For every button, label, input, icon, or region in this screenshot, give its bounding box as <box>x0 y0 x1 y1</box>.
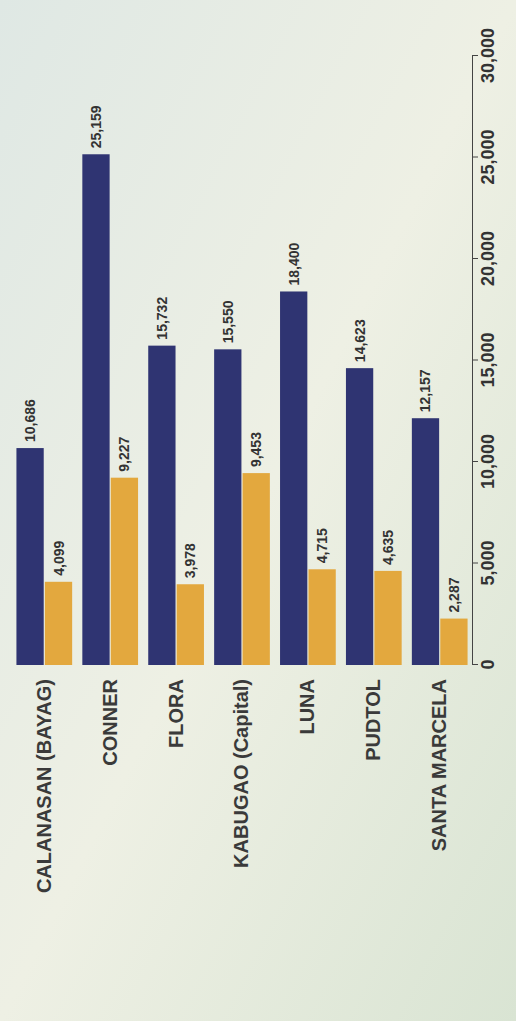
category-label: LUNA <box>296 679 318 735</box>
data-label: 4,715 <box>314 528 330 563</box>
tick: CONNER <box>99 678 121 765</box>
tick: 25,000 <box>472 129 498 184</box>
bar <box>243 473 270 665</box>
category-label: CONNER <box>99 678 121 765</box>
chart: 10,686 25,159 15,732 15,550 18,400 14,623 12,1… <box>0 0 516 1021</box>
rotated-frame: 10,686 25,159 15,732 15,550 18,400 14,623 12,1… <box>16 28 497 893</box>
bar <box>280 291 307 665</box>
tick-label: 20,000 <box>478 231 498 286</box>
bar <box>148 346 175 665</box>
bars <box>16 154 467 665</box>
tick: 20,000 <box>472 231 498 286</box>
tick-label: 15,000 <box>478 332 498 387</box>
tick-label: 30,000 <box>478 28 498 83</box>
tick: SANTA MARCELA <box>428 679 450 851</box>
data-label: 10,686 <box>22 399 38 442</box>
category-label: FLORA <box>164 679 186 748</box>
bar <box>440 619 467 665</box>
tick-label: 25,000 <box>478 129 498 184</box>
bar <box>374 571 401 665</box>
data-labels: 10,686 25,159 15,732 15,550 18,400 14,623 12,1… <box>22 105 462 612</box>
data-label: 4,635 <box>380 530 396 565</box>
data-label: 14,623 <box>352 319 368 362</box>
tick-label: 10,000 <box>478 434 498 489</box>
bar <box>45 582 72 665</box>
data-label: 9,227 <box>116 436 132 471</box>
category-label: CALANASAN (BAYAG) <box>33 679 55 893</box>
tick: 5,000 <box>472 540 498 585</box>
category-label: PUDTOL <box>362 679 384 761</box>
data-label: 18,400 <box>286 242 302 285</box>
data-label: 4,099 <box>51 541 67 576</box>
tick: 15,000 <box>472 332 498 387</box>
bar <box>214 349 241 665</box>
bar <box>16 448 43 665</box>
bar <box>412 418 439 665</box>
category-label: SANTA MARCELA <box>428 679 450 851</box>
bar <box>111 478 138 665</box>
data-label: 12,157 <box>417 369 433 412</box>
tick: 10,000 <box>472 434 498 489</box>
x-axis: 0 5,000 10,000 15,000 20,000 25,000 30,000 <box>472 28 498 670</box>
tick: 30,000 <box>472 28 498 83</box>
bar <box>82 154 109 665</box>
data-label: 9,453 <box>248 432 264 467</box>
tick: 0 <box>472 659 498 669</box>
data-label: 15,732 <box>154 297 170 340</box>
tick: PUDTOL <box>362 679 384 761</box>
tick: FLORA <box>164 679 186 748</box>
tick-label: 5,000 <box>478 540 498 585</box>
data-label: 15,550 <box>220 300 236 343</box>
bar <box>177 584 204 665</box>
data-label: 2,287 <box>446 577 462 612</box>
tick: LUNA <box>296 679 318 735</box>
bar <box>308 569 335 665</box>
y-axis: CALANASAN (BAYAG) CONNER FLORA KABUGAO (Cap… <box>33 678 450 893</box>
data-label: 25,159 <box>88 105 104 148</box>
background <box>0 0 516 1021</box>
bar <box>346 368 373 665</box>
tick: CALANASAN (BAYAG) <box>33 679 55 893</box>
category-label: KABUGAO (Capital) <box>230 679 252 868</box>
data-label: 3,978 <box>182 543 198 578</box>
tick-label: 0 <box>478 659 498 669</box>
tick: KABUGAO (Capital) <box>230 679 252 868</box>
